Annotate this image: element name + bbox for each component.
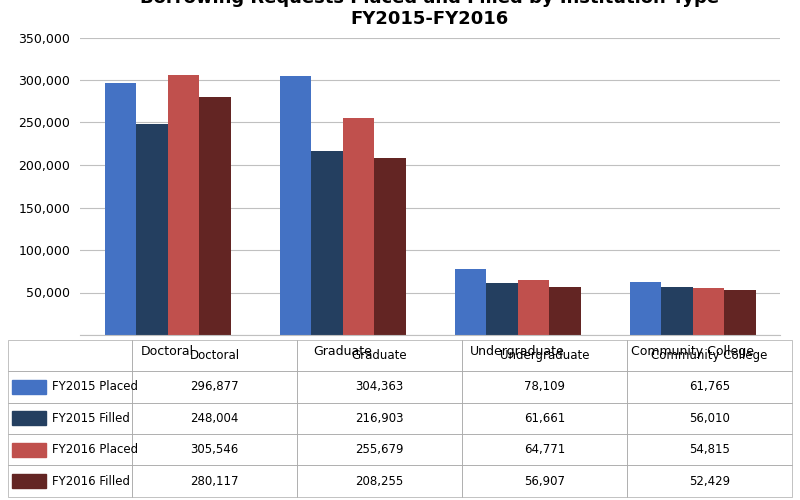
Text: 304,363: 304,363 xyxy=(355,380,404,394)
Bar xyxy=(486,282,518,335)
Bar xyxy=(279,76,311,335)
Bar xyxy=(12,442,46,456)
Text: 56,907: 56,907 xyxy=(524,474,565,488)
Text: 56,010: 56,010 xyxy=(689,412,730,425)
Bar xyxy=(374,158,406,335)
Bar xyxy=(627,434,792,466)
Bar xyxy=(462,372,627,402)
Text: 296,877: 296,877 xyxy=(190,380,239,394)
Text: 78,109: 78,109 xyxy=(524,380,565,394)
Text: Undergraduate: Undergraduate xyxy=(500,349,590,362)
Bar xyxy=(311,150,342,335)
Bar xyxy=(627,340,792,372)
Bar xyxy=(132,340,297,372)
Bar xyxy=(462,434,627,466)
Bar xyxy=(342,118,374,335)
Bar xyxy=(12,474,46,488)
Text: Community College: Community College xyxy=(651,349,768,362)
Bar xyxy=(661,288,693,335)
Bar xyxy=(627,372,792,402)
Text: 52,429: 52,429 xyxy=(689,474,730,488)
Text: FY2015 Placed: FY2015 Placed xyxy=(52,380,138,394)
Bar xyxy=(8,372,132,402)
Bar xyxy=(297,434,462,466)
Bar xyxy=(132,466,297,496)
Text: 305,546: 305,546 xyxy=(190,443,238,456)
Bar xyxy=(297,402,462,434)
Text: Doctoral: Doctoral xyxy=(190,349,239,362)
Bar xyxy=(462,402,627,434)
Text: 216,903: 216,903 xyxy=(355,412,404,425)
Text: 54,815: 54,815 xyxy=(689,443,730,456)
Bar xyxy=(462,340,627,372)
Text: FY2016 Filled: FY2016 Filled xyxy=(52,474,130,488)
Bar xyxy=(132,402,297,434)
Bar xyxy=(693,288,724,335)
Bar xyxy=(518,280,549,335)
Bar xyxy=(105,82,136,335)
Bar xyxy=(627,466,792,496)
Bar xyxy=(136,124,167,335)
Title: Borrowing Requests Placed and Filled by Institution Type
FY2015-FY2016: Borrowing Requests Placed and Filled by … xyxy=(141,0,719,28)
Text: 61,661: 61,661 xyxy=(524,412,565,425)
Text: Graduate: Graduate xyxy=(352,349,407,362)
Bar xyxy=(199,97,230,335)
Bar xyxy=(297,372,462,402)
Bar xyxy=(8,340,132,372)
Text: 61,765: 61,765 xyxy=(689,380,730,394)
Bar xyxy=(167,76,199,335)
Text: 280,117: 280,117 xyxy=(190,474,238,488)
Bar xyxy=(8,434,132,466)
Text: FY2016 Placed: FY2016 Placed xyxy=(52,443,138,456)
Text: 64,771: 64,771 xyxy=(524,443,565,456)
Bar xyxy=(132,434,297,466)
Bar xyxy=(724,290,755,335)
Bar xyxy=(549,286,581,335)
Bar xyxy=(297,466,462,496)
Bar xyxy=(297,340,462,372)
Bar xyxy=(627,402,792,434)
Bar xyxy=(12,380,46,394)
Text: 248,004: 248,004 xyxy=(190,412,238,425)
Bar xyxy=(8,402,132,434)
Bar xyxy=(12,412,46,426)
Bar xyxy=(132,372,297,402)
Text: 255,679: 255,679 xyxy=(355,443,404,456)
Text: FY2015 Filled: FY2015 Filled xyxy=(52,412,130,425)
Bar xyxy=(630,282,661,335)
Bar xyxy=(462,466,627,496)
Text: 208,255: 208,255 xyxy=(355,474,404,488)
Bar xyxy=(454,268,486,335)
Bar xyxy=(8,466,132,496)
